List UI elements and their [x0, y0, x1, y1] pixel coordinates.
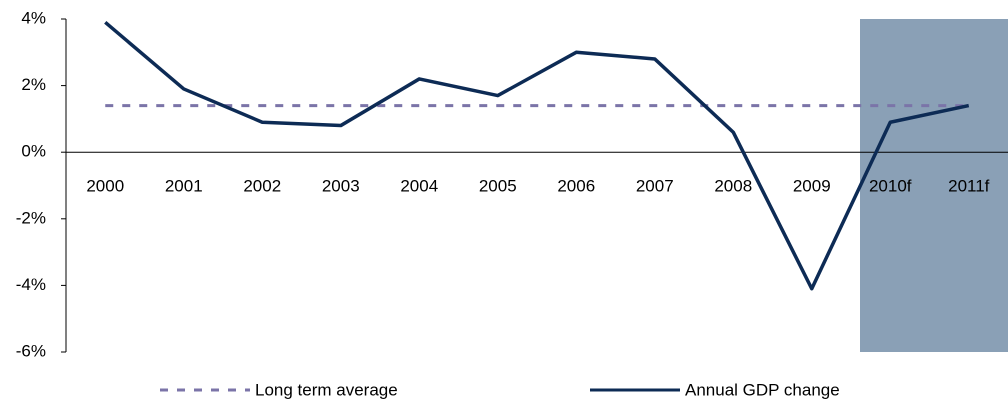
y-tick-label: 0%	[21, 142, 46, 161]
series-line	[104, 20, 970, 291]
y-tick-label: 2%	[21, 75, 46, 94]
x-tick-label: 2001	[165, 177, 203, 196]
y-tick-label: -6%	[16, 341, 46, 360]
x-tick-label: 2008	[714, 177, 752, 196]
y-tick-label: -2%	[16, 208, 46, 227]
x-tick-label: 2011f	[948, 177, 990, 196]
x-tick-label: 2004	[400, 177, 438, 196]
x-tick-label: 2009	[793, 177, 831, 196]
legend-label: Annual GDP change	[685, 380, 840, 399]
x-tick-label: 2002	[243, 177, 281, 196]
x-tick-label: 2000	[86, 177, 124, 196]
x-tick-label: 2006	[557, 177, 595, 196]
x-tick-label: 2003	[322, 177, 360, 196]
x-tick-label: 2007	[636, 177, 674, 196]
forecast-shade	[860, 19, 1008, 352]
y-tick-label: -4%	[16, 275, 46, 294]
x-tick-label: 2010f	[869, 177, 912, 196]
x-tick-label: 2005	[479, 177, 517, 196]
legend-label: Long term average	[255, 380, 398, 399]
y-tick-label: 4%	[21, 8, 46, 27]
